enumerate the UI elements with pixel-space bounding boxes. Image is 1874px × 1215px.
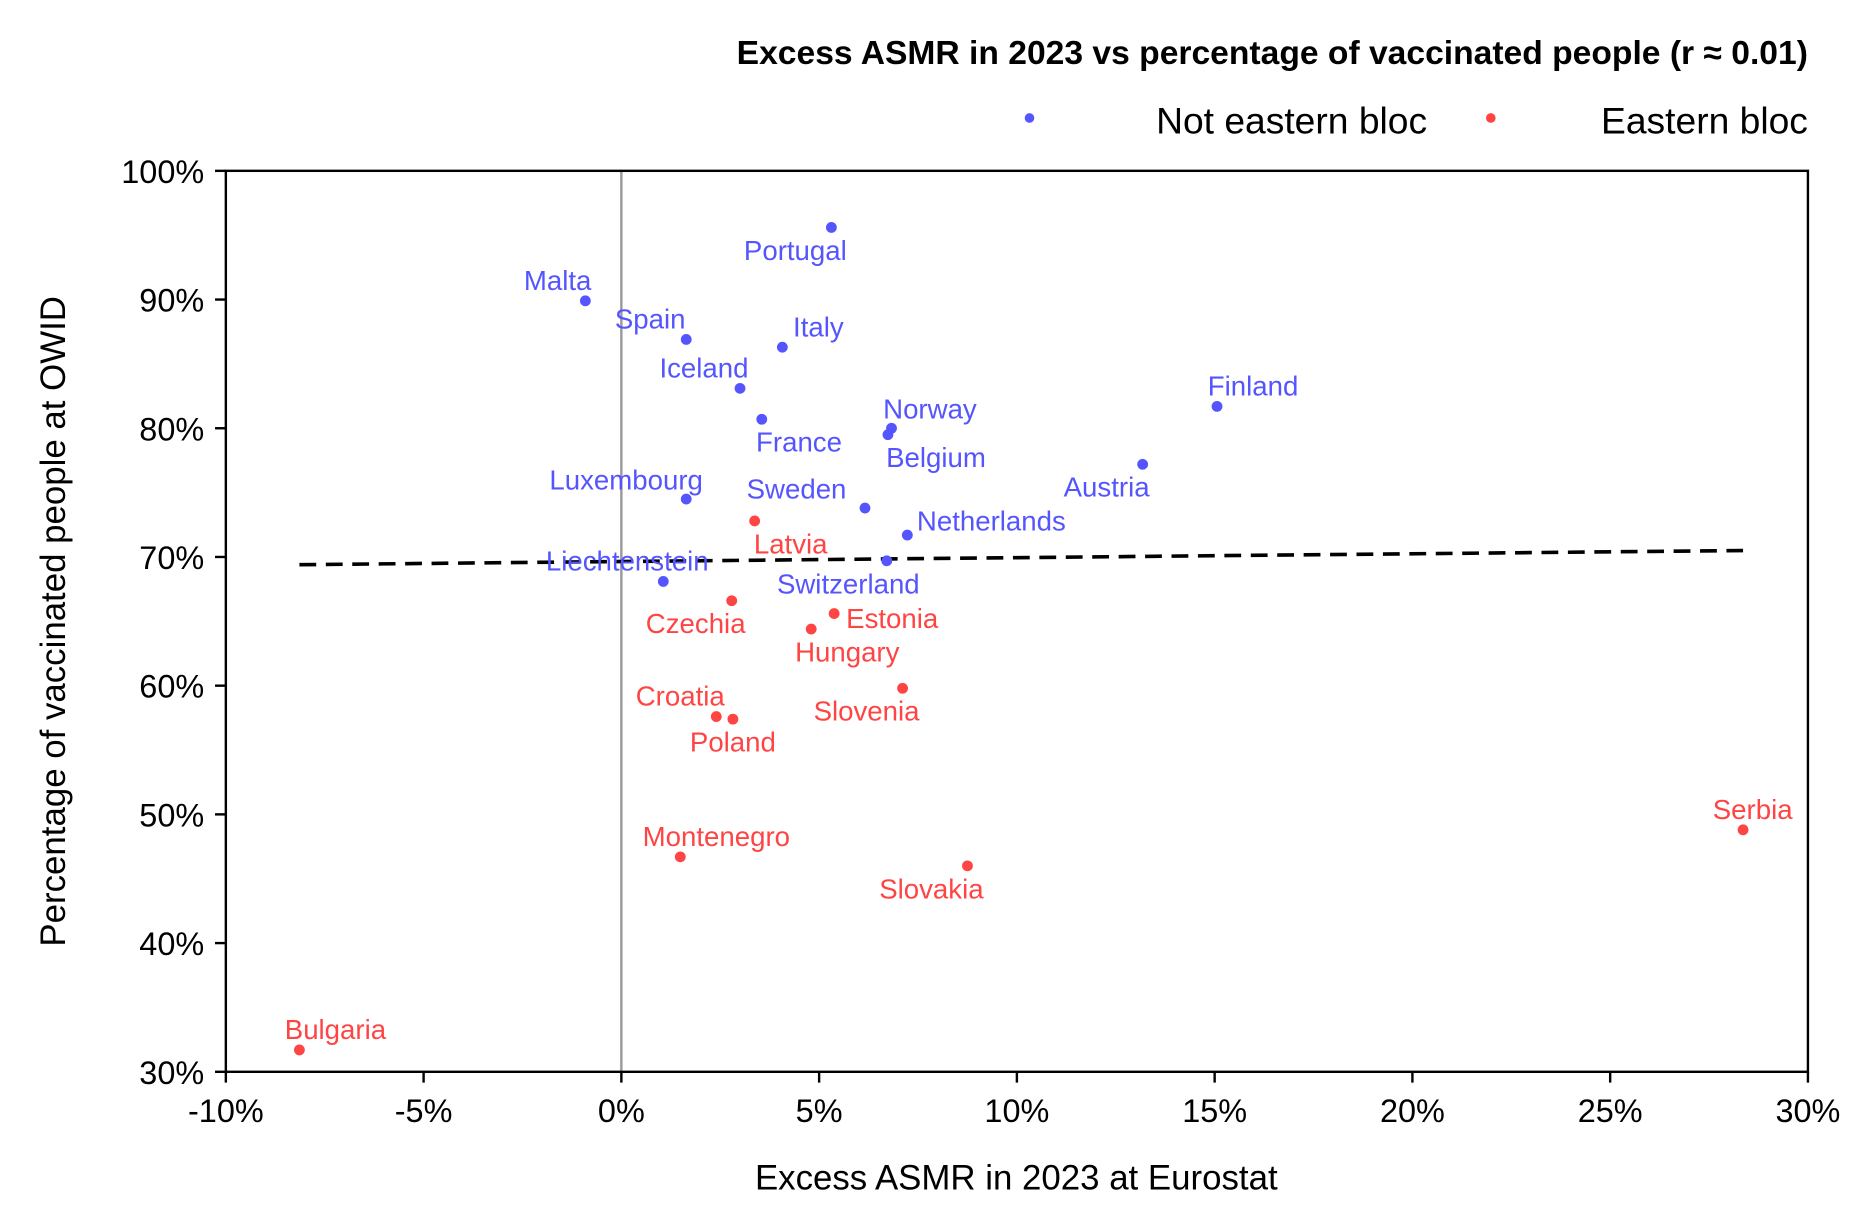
- data-label-estonia: Estonia: [846, 603, 939, 634]
- y-tick-label: 40%: [139, 926, 204, 962]
- data-point-croatia: [710, 711, 722, 722]
- data-label-luxembourg: Luxembourg: [549, 464, 702, 495]
- legend-marker-not-eastern: [1024, 113, 1035, 123]
- data-point-italy: [776, 341, 788, 353]
- data-point-netherlands: [901, 529, 913, 541]
- data-point-iceland: [734, 382, 746, 394]
- data-label-italy: Italy: [793, 311, 844, 342]
- data-point-malta: [579, 295, 591, 307]
- y-tick-label: 30%: [139, 1055, 204, 1091]
- x-tick-label: 5%: [796, 1093, 843, 1129]
- data-label-norway: Norway: [883, 394, 977, 425]
- data-label-malta: Malta: [524, 265, 592, 296]
- plot-frame: [224, 169, 1810, 1073]
- data-label-spain: Spain: [615, 304, 686, 335]
- data-point-serbia: [1737, 824, 1749, 836]
- data-label-montenegro: Montenegro: [643, 821, 790, 852]
- data-point-poland: [727, 713, 739, 725]
- data-label-czechia: Czechia: [646, 608, 746, 639]
- data-point-finland: [1211, 400, 1223, 412]
- y-axis-label: Percentage of vaccinated people at OWID: [34, 296, 73, 947]
- data-label-netherlands: Netherlands: [917, 505, 1066, 536]
- data-label-croatia: Croatia: [636, 681, 726, 712]
- data-label-liechtenstein: Liechtenstein: [546, 546, 709, 577]
- y-tick-label: 50%: [139, 797, 204, 833]
- data-point-sweden: [859, 502, 871, 514]
- legend-marker-eastern: [1485, 113, 1496, 123]
- axes: -10% -5% 0% 5% 10% 15% 20% 25% 30% 30% 40% 50% 60% 70…: [121, 154, 1840, 1129]
- data-point-belgium: [882, 429, 894, 441]
- data-label-portugal: Portugal: [744, 235, 847, 266]
- data-label-belgium: Belgium: [886, 442, 986, 473]
- data-label-slovenia: Slovenia: [814, 696, 921, 727]
- x-axis-label: Excess ASMR in 2023 at Eurostat: [755, 1159, 1278, 1198]
- y-tick-label: 60%: [139, 669, 204, 705]
- y-tick-label: 70%: [139, 540, 204, 576]
- data-label-serbia: Serbia: [1713, 794, 1793, 825]
- y-tick-label: 100%: [121, 154, 204, 190]
- x-tick-label: -5%: [395, 1093, 453, 1129]
- data-label-finland: Finland: [1208, 371, 1299, 402]
- data-point-estonia: [828, 608, 840, 619]
- data-point-austria: [1137, 458, 1149, 470]
- data-point-liechtenstein: [657, 576, 669, 587]
- data-point-slovakia: [962, 860, 973, 872]
- data-label-iceland: Iceland: [659, 353, 748, 384]
- chart-title: Excess ASMR in 2023 vs percentage of vac…: [737, 35, 1808, 72]
- x-tick-label: 15%: [1182, 1093, 1247, 1129]
- x-tick-label: 30%: [1775, 1093, 1840, 1129]
- data-label-sweden: Sweden: [747, 473, 847, 504]
- legend-label-eastern: Eastern bloc: [1601, 100, 1808, 142]
- data-label-latvia: Latvia: [754, 528, 828, 559]
- legend-label-not-eastern: Not eastern bloc: [1156, 100, 1427, 142]
- data-point-slovenia: [897, 682, 908, 694]
- data-label-hungary: Hungary: [795, 636, 900, 667]
- data-point-latvia: [749, 515, 761, 527]
- data-label-austria: Austria: [1064, 472, 1151, 503]
- y-tick-label: 90%: [139, 283, 204, 319]
- data-label-poland: Poland: [690, 727, 776, 758]
- x-tick-label: 20%: [1380, 1093, 1445, 1129]
- x-tick-label: 10%: [984, 1093, 1049, 1129]
- data-label-switzerland: Switzerland: [777, 568, 920, 599]
- data-point-bulgaria: [294, 1044, 305, 1056]
- data-point-hungary: [805, 623, 817, 635]
- legend: Not eastern bloc Eastern bloc: [1024, 100, 1808, 142]
- data-marks: Portugal Malta Spain Italy Iceland France Norw…: [285, 222, 1793, 1056]
- data-point-luxembourg: [680, 493, 692, 505]
- data-label-france: France: [756, 427, 842, 458]
- data-label-bulgaria: Bulgaria: [285, 1014, 387, 1045]
- data-point-czechia: [726, 595, 738, 607]
- x-tick-label: 25%: [1578, 1093, 1643, 1129]
- y-tick-label: 80%: [139, 411, 204, 447]
- x-tick-label: 0%: [598, 1093, 645, 1129]
- data-point-france: [756, 413, 768, 425]
- data-point-switzerland: [881, 555, 893, 567]
- data-point-montenegro: [674, 851, 686, 863]
- data-point-spain: [680, 334, 692, 345]
- data-label-slovakia: Slovakia: [879, 873, 984, 904]
- trend-line: [299, 548, 1744, 567]
- data-point-portugal: [825, 222, 837, 233]
- x-tick-label: -10%: [188, 1093, 264, 1129]
